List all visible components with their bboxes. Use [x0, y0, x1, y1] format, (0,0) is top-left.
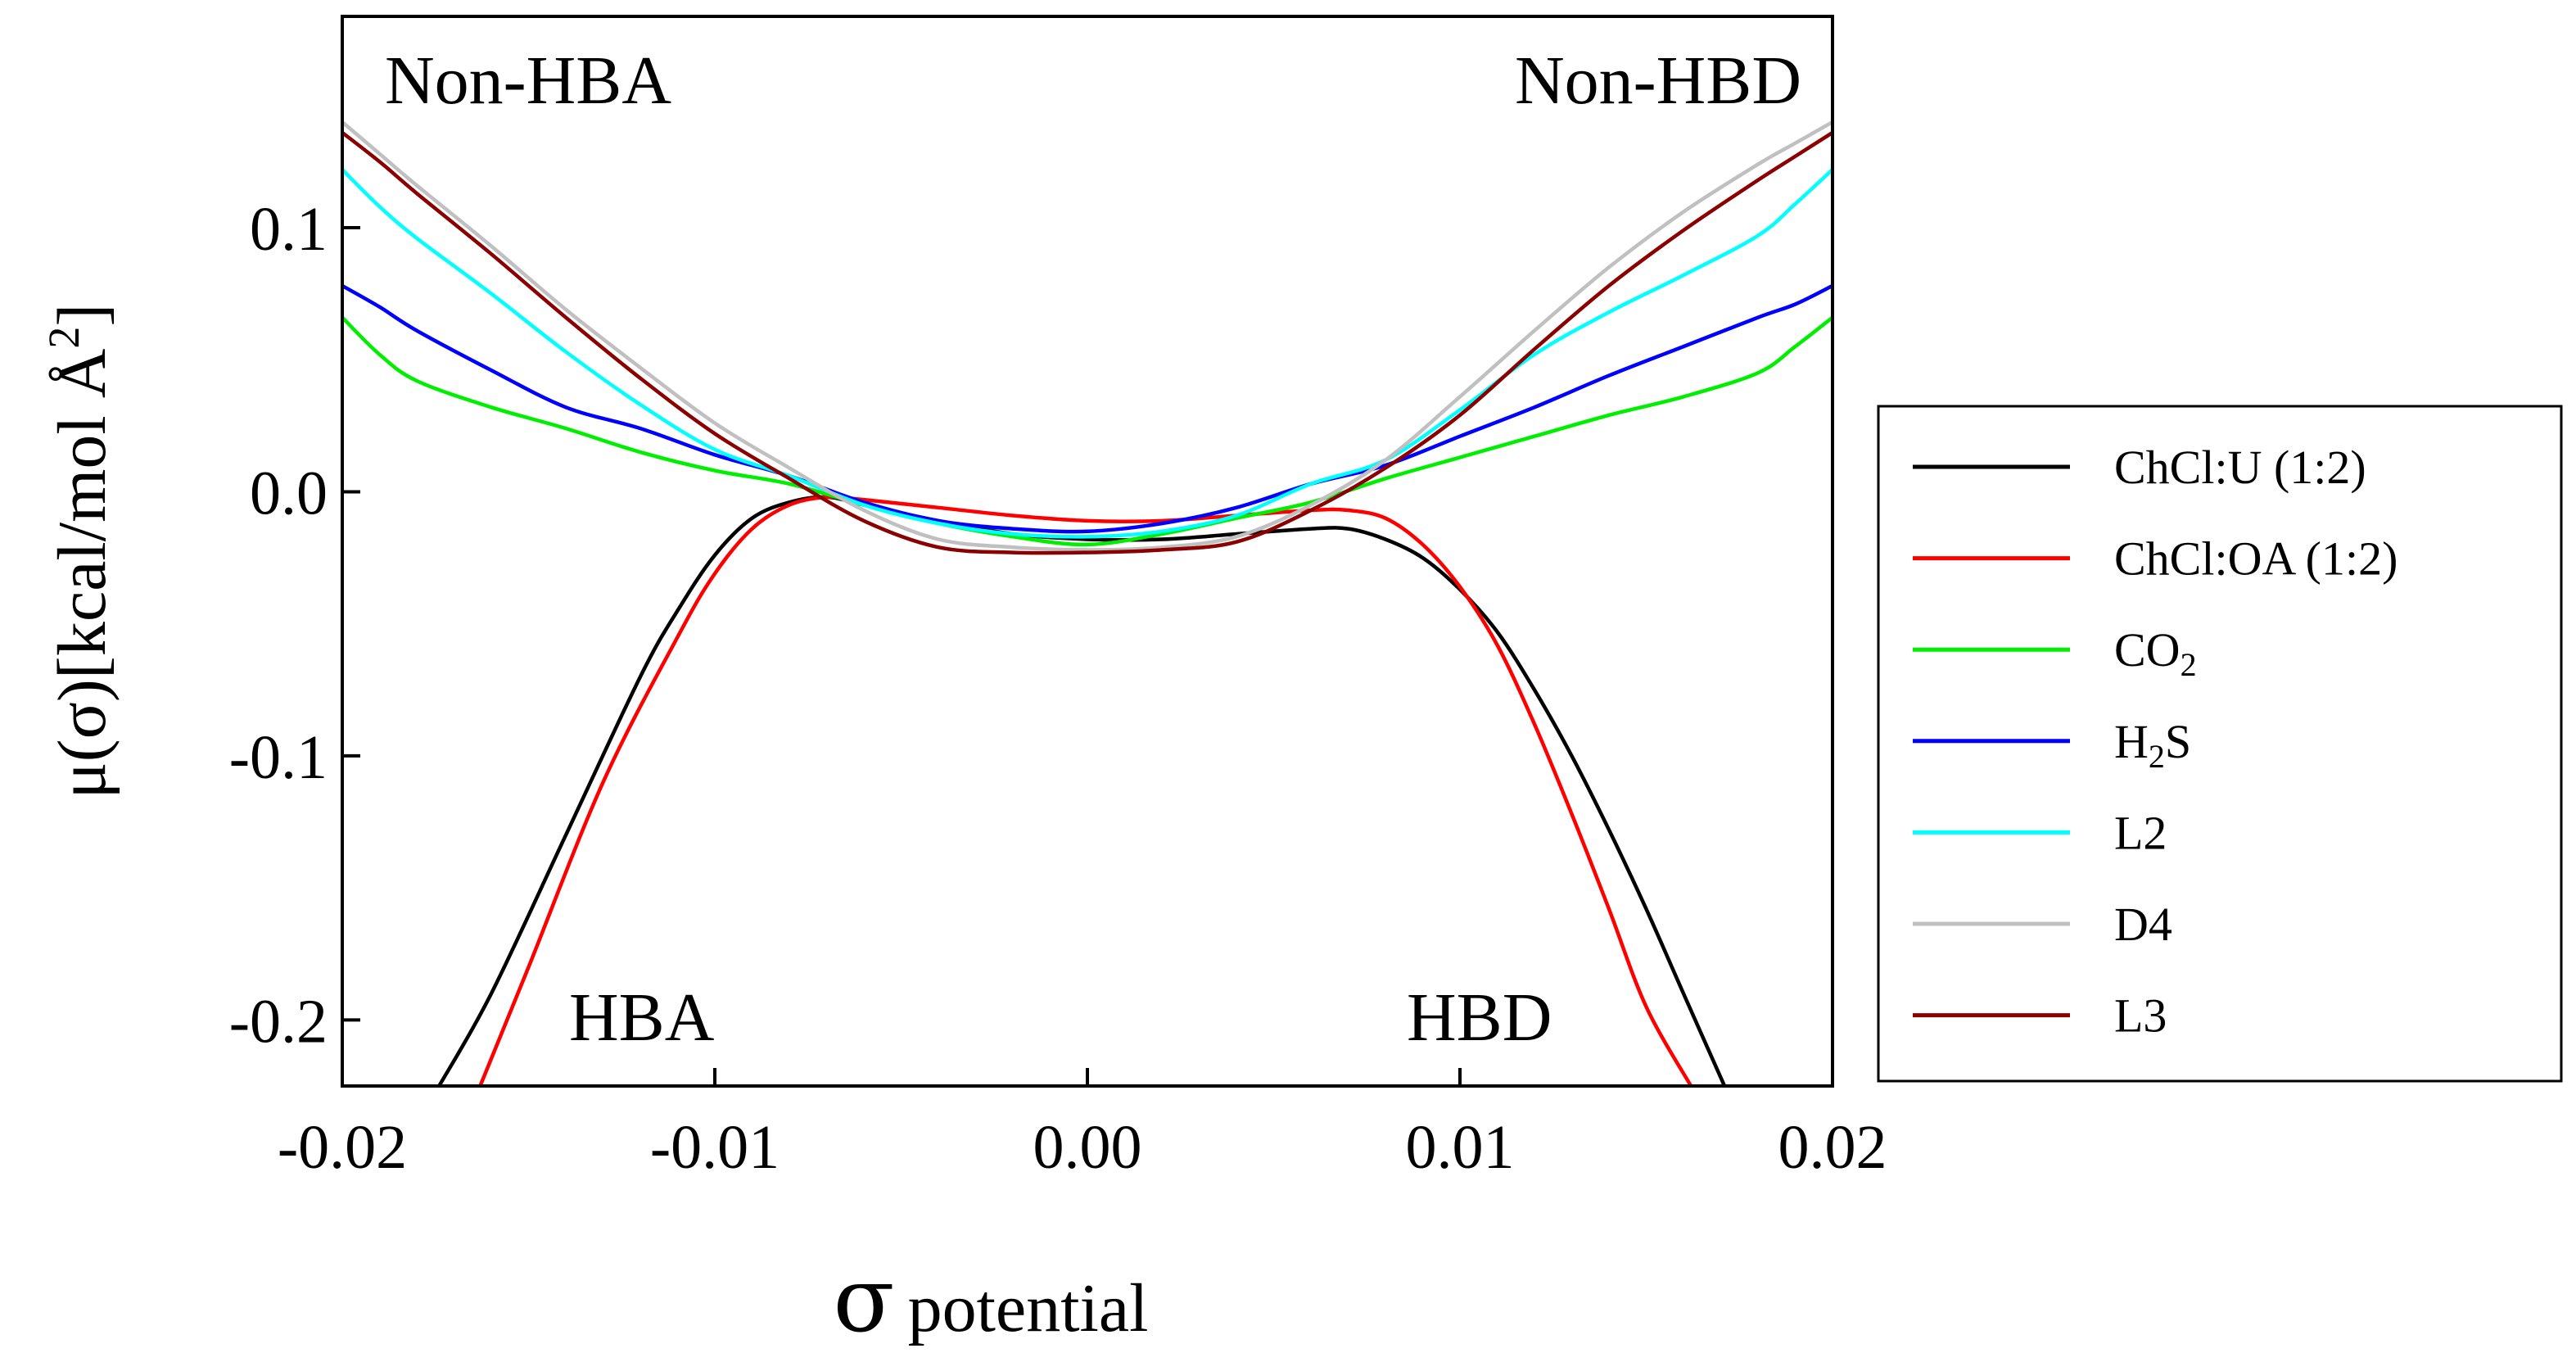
legend-label: CO2: [2114, 623, 2197, 683]
series-line-1: [478, 495, 1693, 1086]
series-line-6: [342, 130, 1833, 555]
legend-label: ChCl:OA (1:2): [2114, 532, 2397, 586]
y-tick-label: -0.1: [229, 723, 328, 792]
y-tick-label: 0.0: [250, 459, 328, 527]
series-line-5: [342, 120, 1833, 552]
legend-label: L2: [2114, 806, 2167, 859]
x-tick-label: 0.00: [1033, 1113, 1142, 1182]
legend-entries: ChCl:U (1:2) ChCl:OA (1:2) CO2 H2S L2 D4 L3: [1913, 441, 2397, 1043]
legend-box: [1877, 405, 2563, 1083]
x-axis-title: σ potential: [833, 1247, 1148, 1352]
x-tick-label: -0.02: [278, 1113, 407, 1182]
legend-label: H2S: [2114, 715, 2191, 775]
x-axis-ticks: -0.02 -0.01 0.00 0.01 0.02: [278, 1068, 1887, 1182]
annotation-hbd: HBD: [1407, 980, 1552, 1056]
series-line-2: [342, 315, 1833, 547]
series-line-4: [342, 167, 1833, 539]
x-tick-label: 0.02: [1778, 1113, 1887, 1182]
legend-label: ChCl:U (1:2): [2114, 441, 2366, 494]
annotation-hba: HBA: [569, 980, 715, 1056]
annotation-non-hba: Non-HBA: [385, 43, 671, 119]
x-tick-label: -0.01: [650, 1113, 780, 1182]
y-axis-title: μ(σ)[kcal/mol Å2]: [39, 304, 120, 799]
legend-label: D4: [2114, 898, 2172, 951]
series-line-3: [342, 283, 1833, 534]
legend-label: L3: [2114, 989, 2167, 1043]
y-tick-label: -0.2: [229, 987, 328, 1056]
annotation-non-hbd: Non-HBD: [1515, 43, 1801, 119]
y-axis-ticks: -0.2 -0.1 0.0 0.1: [229, 195, 360, 1056]
y-tick-label: 0.1: [250, 195, 328, 264]
x-tick-label: 0.01: [1406, 1113, 1515, 1182]
legend: ChCl:U (1:2) ChCl:OA (1:2) CO2 H2S L2 D4 L3: [1877, 405, 2563, 1083]
series-layer: [342, 120, 1833, 1086]
